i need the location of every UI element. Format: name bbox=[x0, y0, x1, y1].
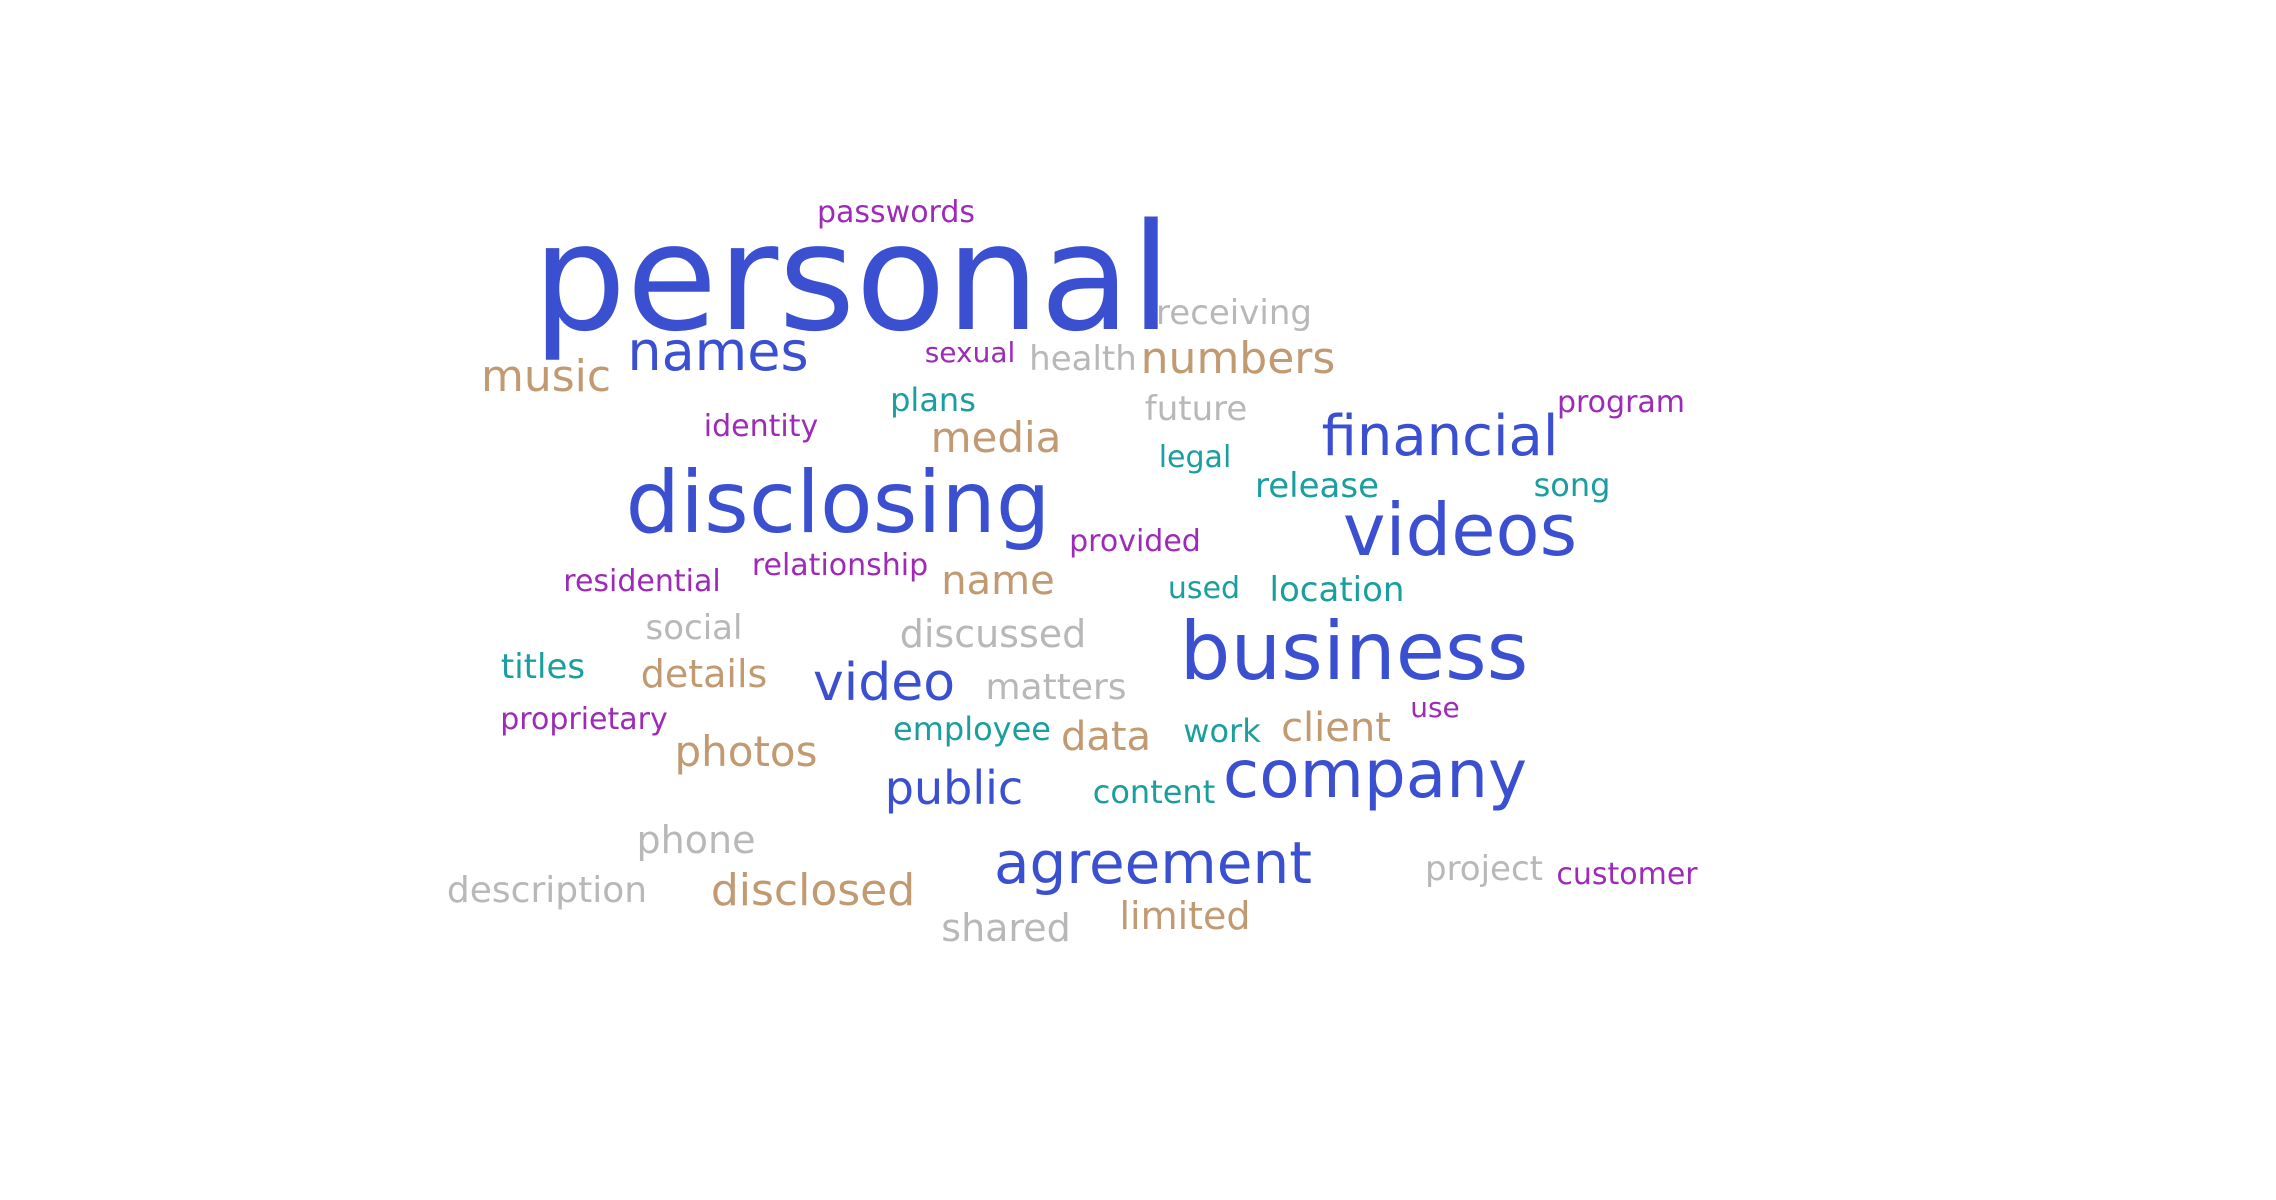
word-client: client bbox=[1281, 705, 1391, 751]
word-release: release bbox=[1255, 466, 1379, 506]
word-agreement: agreement bbox=[994, 829, 1312, 897]
word-financial: financial bbox=[1321, 404, 1559, 469]
word-media: media bbox=[930, 413, 1062, 462]
word-shared: shared bbox=[941, 906, 1071, 950]
word-videos: videos bbox=[1342, 488, 1578, 572]
word-personal: personal bbox=[532, 192, 1172, 364]
word-project: project bbox=[1424, 849, 1544, 889]
word-content: content bbox=[1092, 773, 1216, 811]
word-name: name bbox=[941, 558, 1055, 604]
word-discussed: discussed bbox=[899, 612, 1087, 656]
word-limited: limited bbox=[1119, 894, 1251, 938]
word-video: video bbox=[812, 653, 956, 713]
word-names: names bbox=[627, 320, 809, 383]
word-matters: matters bbox=[985, 667, 1127, 708]
word-future: future bbox=[1144, 389, 1248, 429]
word-legal: legal bbox=[1158, 440, 1232, 475]
word-work: work bbox=[1183, 712, 1261, 750]
word-customer: customer bbox=[1556, 857, 1698, 892]
word-provided: provided bbox=[1069, 524, 1201, 559]
word-description: description bbox=[446, 870, 648, 911]
word-proprietary: proprietary bbox=[500, 702, 668, 737]
word-photos: photos bbox=[674, 727, 818, 776]
word-music: music bbox=[480, 351, 612, 402]
word-used: used bbox=[1167, 571, 1241, 606]
word-social: social bbox=[645, 608, 743, 648]
word-company: company bbox=[1222, 736, 1528, 813]
word-data: data bbox=[1060, 714, 1152, 760]
word-business: business bbox=[1179, 605, 1529, 698]
word-passwords: passwords bbox=[816, 195, 976, 230]
word-numbers: numbers bbox=[1140, 333, 1336, 384]
word-employee: employee bbox=[893, 710, 1051, 748]
word-use: use bbox=[1410, 691, 1460, 724]
word-song: song bbox=[1533, 466, 1611, 504]
word-public: public bbox=[884, 761, 1024, 815]
word-details: details bbox=[640, 652, 768, 696]
word-health: health bbox=[1029, 339, 1137, 379]
word-program: program bbox=[1556, 385, 1686, 420]
word-identity: identity bbox=[703, 409, 819, 444]
word-phone: phone bbox=[636, 818, 756, 862]
word-receiving: receiving bbox=[1156, 293, 1312, 333]
word-plans: plans bbox=[890, 381, 976, 419]
word-disclosing: disclosing bbox=[625, 453, 1051, 553]
word-relationship: relationship bbox=[751, 548, 929, 583]
word-sexual: sexual bbox=[924, 336, 1016, 369]
word-titles: titles bbox=[500, 647, 586, 687]
word-residential: residential bbox=[563, 564, 721, 599]
word-disclosed: disclosed bbox=[710, 865, 916, 916]
word-location: location bbox=[1269, 570, 1405, 610]
